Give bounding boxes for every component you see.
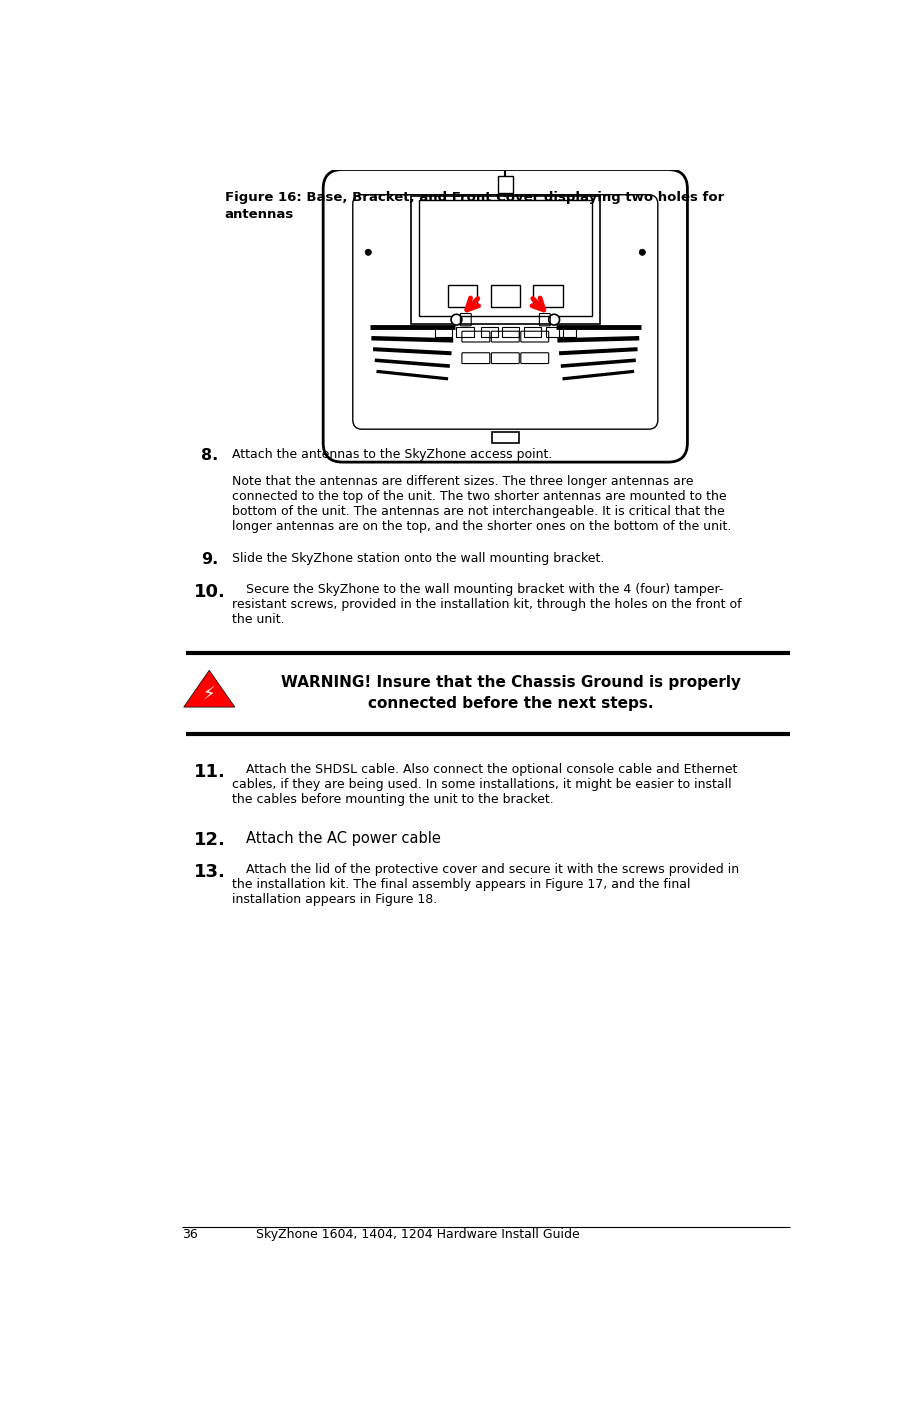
- Text: longer antennas are on the top, and the shorter ones on the bottom of the unit.: longer antennas are on the top, and the …: [233, 521, 732, 534]
- Polygon shape: [183, 670, 235, 707]
- Text: the installation kit. The final assembly appears in Figure 17, and the final: the installation kit. The final assembly…: [233, 878, 691, 891]
- Text: 8.: 8.: [201, 448, 218, 463]
- Text: connected before the next steps.: connected before the next steps.: [369, 697, 654, 711]
- Text: Attach the lid of the protective cover and secure it with the screws provided in: Attach the lid of the protective cover a…: [246, 863, 740, 877]
- FancyBboxPatch shape: [492, 431, 519, 443]
- Text: cables, if they are being used. In some installations, it might be easier to ins: cables, if they are being used. In some …: [233, 778, 732, 790]
- Circle shape: [451, 314, 462, 325]
- Text: Attach the AC power cable: Attach the AC power cable: [246, 832, 441, 846]
- Text: resistant screws, provided in the installation kit, through the holes on the fro: resistant screws, provided in the instal…: [233, 597, 743, 612]
- Text: WARNING! Insure that the Chassis Ground is properly: WARNING! Insure that the Chassis Ground …: [281, 675, 741, 690]
- Circle shape: [365, 250, 371, 255]
- Text: 10.: 10.: [194, 583, 226, 602]
- Text: installation appears in Figure 18.: installation appears in Figure 18.: [233, 894, 438, 907]
- Text: SkyZhone 1604, 1404, 1204 Hardware Install Guide: SkyZhone 1604, 1404, 1204 Hardware Insta…: [255, 1229, 580, 1242]
- Text: Attach the antennas to the SkyZhone access point.: Attach the antennas to the SkyZhone acce…: [233, 448, 553, 461]
- Text: 11.: 11.: [194, 763, 226, 780]
- Text: 9.: 9.: [201, 552, 218, 568]
- Text: the unit.: the unit.: [233, 613, 285, 626]
- Text: 36: 36: [182, 1229, 198, 1242]
- Text: ⚡: ⚡: [203, 685, 216, 704]
- Text: Figure 16: Base, Bracket, and Front Cover displaying two holes for: Figure 16: Base, Bracket, and Front Cove…: [225, 192, 724, 204]
- Circle shape: [548, 314, 559, 325]
- Text: 12.: 12.: [194, 832, 226, 849]
- Text: connected to the top of the unit. The two shorter antennas are mounted to the: connected to the top of the unit. The tw…: [233, 490, 727, 504]
- Text: Secure the SkyZhone to the wall mounting bracket with the 4 (four) tamper-: Secure the SkyZhone to the wall mounting…: [246, 583, 724, 596]
- Text: Note that the antennas are different sizes. The three longer antennas are: Note that the antennas are different siz…: [233, 475, 694, 488]
- Text: the cables before mounting the unit to the bracket.: the cables before mounting the unit to t…: [233, 793, 555, 806]
- FancyBboxPatch shape: [497, 176, 513, 193]
- Text: antennas: antennas: [225, 209, 294, 221]
- Text: Slide the SkyZhone station onto the wall mounting bracket.: Slide the SkyZhone station onto the wall…: [233, 552, 605, 565]
- Text: 13.: 13.: [194, 863, 226, 881]
- Text: bottom of the unit. The antennas are not interchangeable. It is critical that th: bottom of the unit. The antennas are not…: [233, 505, 725, 518]
- Text: Attach the SHDSL cable. Also connect the optional console cable and Ethernet: Attach the SHDSL cable. Also connect the…: [246, 763, 738, 776]
- Circle shape: [639, 250, 645, 255]
